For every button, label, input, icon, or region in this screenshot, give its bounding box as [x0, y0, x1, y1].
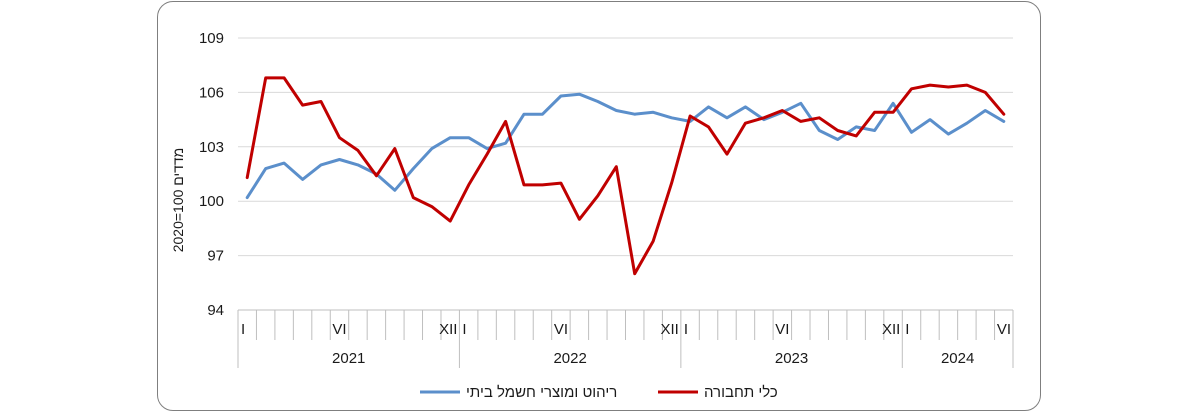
legend: ריהוט ומוצרי חשמל ביתי כלי תחבורה — [420, 384, 778, 401]
x-month-label: XII — [661, 321, 679, 338]
y-tick-label: 106 — [199, 84, 224, 101]
legend-label-vehicles: כלי תחבורה — [704, 384, 778, 401]
x-month-label: I — [462, 321, 466, 338]
x-year-label: 2024 — [941, 350, 974, 367]
x-year-label: 2023 — [775, 350, 808, 367]
legend-label-furniture: ריהוט ומוצרי חשמל ביתי — [466, 384, 617, 401]
chart-frame — [157, 1, 1041, 411]
series-line-furniture — [245, 92, 1006, 200]
x-month-label: VI — [554, 321, 568, 338]
x-month-label: I — [684, 321, 688, 338]
x-year-label: 2021 — [332, 350, 365, 367]
series-line-vehicles — [245, 76, 1006, 276]
x-month-label: VI — [332, 321, 346, 338]
x-month-label: XII — [882, 321, 900, 338]
x-year-label: 2022 — [553, 350, 586, 367]
y-tick-label: 103 — [199, 139, 224, 156]
y-tick-label: 94 — [207, 302, 224, 319]
y-axis-label: 2020=100 מדדים — [170, 148, 186, 253]
series-lines — [245, 76, 1006, 276]
y-tick-label: 97 — [207, 248, 224, 265]
y-axis-ticks: 94 97 100 103 106 109 — [199, 30, 224, 319]
x-month-label: VI — [997, 321, 1011, 338]
x-month-label: VI — [775, 321, 789, 338]
y-tick-label: 109 — [199, 30, 224, 47]
x-axis: I VI XII I VI XII I VI XII I VI 2021 2022 2023 2024 — [237, 309, 1014, 368]
x-month-label: XII — [439, 321, 457, 338]
y-tick-label: 100 — [199, 193, 224, 210]
gridlines — [238, 37, 1013, 257]
x-month-label: I — [241, 321, 245, 338]
x-month-label: I — [905, 321, 909, 338]
